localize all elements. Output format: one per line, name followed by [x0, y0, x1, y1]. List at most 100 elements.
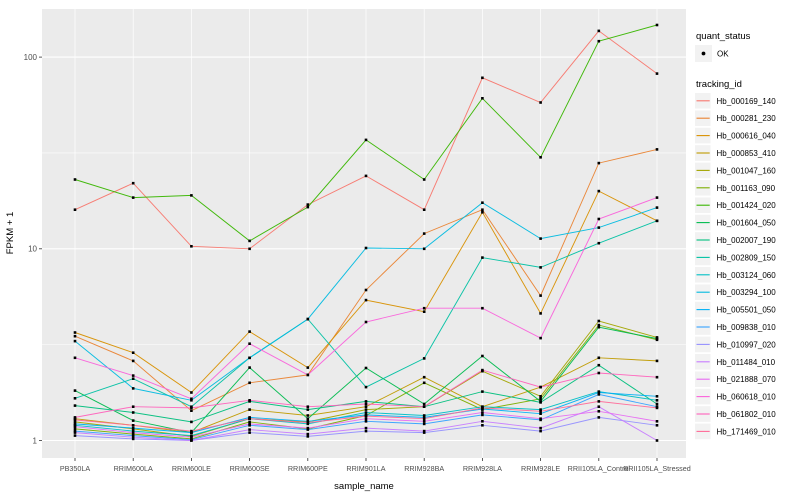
data-point: [481, 256, 484, 259]
data-point: [306, 435, 310, 438]
data-point: [131, 429, 135, 433]
data-point: [539, 397, 542, 401]
data-point: [73, 422, 77, 426]
x-tick-label: PB350LA: [60, 464, 91, 473]
data-point: [539, 237, 542, 240]
data-point: [539, 395, 542, 398]
data-point: [73, 431, 77, 434]
data-point: [73, 434, 77, 437]
data-point: [248, 408, 251, 411]
data-point: [655, 399, 659, 402]
data-point: [422, 232, 426, 235]
data-point: [73, 416, 77, 419]
data-point: [597, 416, 601, 419]
data-point: [655, 23, 659, 27]
data-point: [481, 76, 484, 80]
legend-entry-label: Hb_010997_020: [717, 340, 777, 349]
legend-entry-label: Hb_000169_140: [717, 97, 777, 106]
data-point: [422, 417, 426, 420]
data-point: [655, 337, 659, 340]
data-point: [131, 377, 135, 380]
data-point: [306, 428, 310, 431]
data-point: [190, 406, 193, 410]
data-point: [73, 420, 77, 424]
data-point: [131, 424, 135, 427]
data-point: [422, 357, 426, 360]
legend-entry-label: Hb_011484_010: [717, 358, 776, 367]
data-point: [422, 402, 426, 406]
legend-entry-label: Hb_021888_070: [717, 375, 777, 384]
x-axis-title: sample_name: [334, 481, 394, 492]
data-point: [481, 368, 484, 372]
data-point: [597, 410, 601, 413]
data-point: [655, 206, 659, 209]
data-point: [73, 429, 77, 433]
y-axis-title: FPKM + 1: [5, 212, 16, 255]
data-point: [306, 417, 310, 420]
data-point: [481, 424, 484, 427]
data-point: [364, 420, 368, 423]
data-point: [190, 420, 193, 424]
data-point: [73, 356, 77, 360]
data-point: [131, 374, 135, 377]
data-point: [190, 431, 193, 434]
data-point: [306, 373, 310, 377]
data-point: [655, 375, 659, 379]
data-point: [481, 413, 484, 417]
data-point: [190, 409, 193, 412]
data-point: [422, 431, 426, 434]
legend-entry-label: Hb_002007_190: [717, 236, 777, 245]
plot-panel: [42, 9, 686, 458]
data-point: [306, 426, 310, 430]
legend-entry-label: Hb_001047_160: [717, 166, 777, 175]
data-point: [364, 246, 368, 250]
data-point: [597, 226, 601, 229]
data-point: [364, 298, 368, 302]
x-tick-label: RRIM600LA: [114, 464, 153, 473]
data-point: [131, 431, 135, 434]
data-point: [190, 439, 193, 442]
legend-entry-label: Hb_001163_090: [717, 184, 776, 193]
data-point: [73, 178, 77, 181]
legend-entry-label: Hb_061802_010: [717, 410, 777, 419]
legend-quant-status-title: quant_status: [696, 31, 751, 42]
data-point: [422, 306, 426, 310]
data-point: [248, 247, 251, 251]
data-point: [306, 317, 310, 321]
data-point: [597, 391, 601, 394]
data-point: [306, 432, 310, 436]
data-point: [190, 194, 193, 197]
data-point: [364, 411, 368, 414]
x-tick-label: RRIM928LE: [521, 464, 560, 473]
data-point: [422, 420, 426, 423]
data-point: [190, 397, 193, 401]
data-point: [306, 366, 310, 369]
data-point: [73, 339, 77, 343]
data-point: [481, 390, 484, 393]
data-point: [539, 294, 542, 297]
data-point: [131, 387, 135, 390]
data-point: [364, 408, 368, 411]
data-point: [539, 156, 542, 159]
data-point: [73, 425, 77, 428]
legend-entry-label: Hb_171469_010: [717, 427, 777, 436]
x-tick-label: RRII105LA_Control: [568, 464, 631, 473]
data-point: [539, 401, 542, 404]
data-point: [190, 435, 193, 439]
data-point: [306, 205, 310, 209]
data-point: [131, 437, 135, 441]
data-point: [73, 208, 77, 211]
data-point: [597, 323, 601, 327]
data-point: [306, 414, 310, 417]
data-point: [306, 203, 310, 206]
data-point: [364, 288, 368, 292]
data-point: [597, 405, 601, 408]
x-tick-label: RRIM600LE: [172, 464, 211, 473]
data-point: [73, 397, 77, 400]
data-point: [422, 208, 426, 211]
data-point: [131, 359, 135, 363]
legend-tracking-id-title: tracking_id: [696, 79, 742, 90]
data-point: [190, 429, 193, 433]
data-point: [597, 319, 601, 323]
data-point: [539, 336, 542, 340]
